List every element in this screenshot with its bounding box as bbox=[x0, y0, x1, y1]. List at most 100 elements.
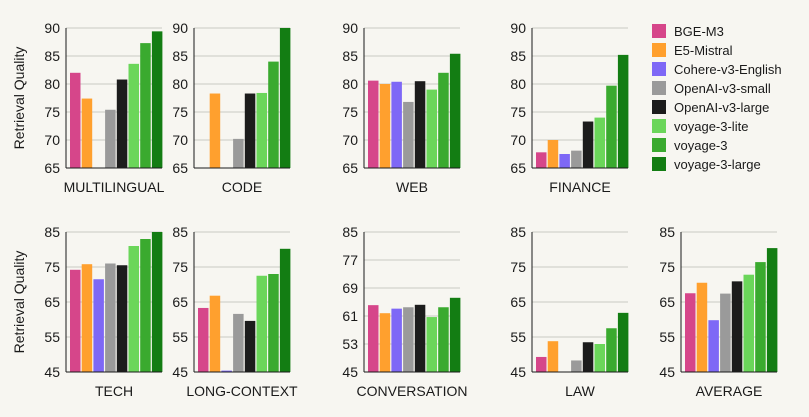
web-bar-e5-mistral bbox=[379, 84, 391, 168]
tech-bar-openai-v3-small bbox=[105, 263, 116, 372]
code-tick-label: 65 bbox=[172, 160, 188, 176]
conversation-tick-label: 45 bbox=[342, 364, 358, 380]
legend-label-voyage-3: voyage-3 bbox=[674, 138, 727, 153]
tech-tick-label: 75 bbox=[44, 259, 60, 275]
legend-label-openai-v3-large: OpenAI-v3-large bbox=[674, 100, 769, 115]
web-bar-openai-v3-large bbox=[414, 81, 426, 168]
average-tick-label: 65 bbox=[659, 294, 675, 310]
average-tick-label: 85 bbox=[659, 224, 675, 240]
average-tick-label: 75 bbox=[659, 259, 675, 275]
code-bar-voyage-3-large bbox=[279, 28, 291, 168]
law-bar-voyage-3 bbox=[606, 328, 617, 372]
code-tick-label: 90 bbox=[172, 20, 188, 36]
tech-tick-label: 45 bbox=[44, 364, 60, 380]
tech-tick-label: 55 bbox=[44, 329, 60, 345]
legend-swatch-e5-mistral bbox=[652, 43, 666, 57]
conversation-bar-cohere-v3-english bbox=[391, 308, 402, 372]
multilingual-bar-openai-v3-small bbox=[105, 109, 116, 168]
web-panel-title: WEB bbox=[396, 179, 428, 195]
web-tick-label: 90 bbox=[342, 20, 358, 36]
code-bar-openai-v3-small bbox=[233, 138, 244, 168]
web-tick-label: 65 bbox=[342, 160, 358, 176]
long-context-panel-title: LONG-CONTEXT bbox=[186, 383, 298, 399]
legend-swatch-openai-v3-large bbox=[652, 100, 666, 114]
legend-label-voyage-3-large: voyage-3-large bbox=[674, 157, 761, 172]
conversation-tick-label: 77 bbox=[342, 252, 358, 268]
law-panel-title: LAW bbox=[565, 383, 596, 399]
multilingual-bar-openai-v3-large bbox=[116, 79, 128, 168]
conversation-bar-voyage-3-lite bbox=[426, 317, 437, 372]
tech-bar-bge-m3 bbox=[70, 269, 81, 372]
finance-bar-openai-v3-small bbox=[571, 150, 582, 168]
finance-tick-label: 65 bbox=[510, 160, 526, 176]
conversation-panel-title: CONVERSATION bbox=[357, 383, 468, 399]
tech-bar-openai-v3-large bbox=[116, 265, 128, 372]
code-tick-label: 70 bbox=[172, 132, 188, 148]
conversation-bar-bge-m3 bbox=[368, 305, 379, 372]
law-tick-label: 45 bbox=[510, 364, 526, 380]
law-bar-voyage-3-lite bbox=[594, 344, 605, 372]
finance-bar-cohere-v3-english bbox=[559, 154, 570, 168]
finance-bar-voyage-3-large bbox=[617, 54, 629, 168]
multilingual-tick-label: 80 bbox=[44, 76, 60, 92]
finance-bar-e5-mistral bbox=[547, 140, 559, 168]
average-tick-label: 55 bbox=[659, 329, 675, 345]
finance-tick-label: 85 bbox=[510, 48, 526, 64]
web-bar-voyage-3-large bbox=[449, 53, 461, 169]
multilingual-tick-label: 90 bbox=[44, 20, 60, 36]
average-tick-label: 45 bbox=[659, 364, 675, 380]
conversation-bar-e5-mistral bbox=[379, 313, 391, 372]
average-bar-bge-m3 bbox=[685, 293, 696, 372]
legend-label-cohere-v3-english: Cohere-v3-English bbox=[674, 62, 782, 77]
average-bar-voyage-3-lite bbox=[743, 274, 754, 372]
conversation-bar-voyage-3 bbox=[438, 307, 449, 372]
finance-bar-bge-m3 bbox=[536, 152, 547, 168]
web-tick-label: 75 bbox=[342, 104, 358, 120]
long-context-bar-bge-m3 bbox=[198, 307, 209, 372]
web-bar-bge-m3 bbox=[368, 80, 379, 168]
finance-tick-label: 80 bbox=[510, 76, 526, 92]
tech-panel-title: TECH bbox=[95, 383, 133, 399]
tech-bar-cohere-v3-english bbox=[93, 279, 104, 372]
average-bar-e5-mistral bbox=[696, 282, 708, 372]
legend-swatch-cohere-v3-english bbox=[652, 62, 666, 76]
tech-bar-voyage-3-lite bbox=[128, 246, 139, 372]
tech-tick-label: 85 bbox=[44, 224, 60, 240]
legend-label-bge-m3: BGE-M3 bbox=[674, 24, 724, 39]
finance-bar-voyage-3-lite bbox=[594, 117, 605, 168]
code-tick-label: 85 bbox=[172, 48, 188, 64]
law-bar-openai-v3-small bbox=[571, 360, 582, 372]
finance-tick-label: 75 bbox=[510, 104, 526, 120]
web-tick-label: 85 bbox=[342, 48, 358, 64]
code-bar-e5-mistral bbox=[209, 93, 221, 168]
long-context-bar-voyage-3-large bbox=[279, 248, 291, 372]
long-context-tick-label: 75 bbox=[172, 259, 188, 275]
web-tick-label: 70 bbox=[342, 132, 358, 148]
conversation-bar-openai-v3-small bbox=[403, 307, 414, 372]
multilingual-panel-title: MULTILINGUAL bbox=[64, 179, 165, 195]
average-bar-cohere-v3-english bbox=[708, 320, 719, 372]
law-bar-voyage-3-large bbox=[617, 312, 629, 372]
multilingual-bar-bge-m3 bbox=[70, 72, 81, 168]
code-tick-label: 80 bbox=[172, 76, 188, 92]
tech-bar-voyage-3 bbox=[140, 239, 151, 372]
long-context-bar-cohere-v3-english bbox=[221, 370, 232, 372]
code-tick-label: 75 bbox=[172, 104, 188, 120]
long-context-bar-e5-mistral bbox=[209, 295, 221, 372]
legend-label-e5-mistral: E5-Mistral bbox=[674, 43, 733, 58]
long-context-bar-openai-v3-large bbox=[244, 320, 256, 372]
legend-swatch-voyage-3-lite bbox=[652, 119, 666, 133]
multilingual-tick-label: 75 bbox=[44, 104, 60, 120]
conversation-tick-label: 53 bbox=[342, 336, 358, 352]
multilingual-tick-label: 65 bbox=[44, 160, 60, 176]
legend-swatch-voyage-3 bbox=[652, 138, 666, 152]
finance-tick-label: 90 bbox=[510, 20, 526, 36]
law-tick-label: 85 bbox=[510, 224, 526, 240]
long-context-tick-label: 45 bbox=[172, 364, 188, 380]
conversation-bar-voyage-3-large bbox=[449, 297, 461, 372]
web-bar-cohere-v3-english bbox=[391, 81, 402, 168]
code-bar-voyage-3 bbox=[268, 61, 279, 168]
legend-swatch-bge-m3 bbox=[652, 24, 666, 38]
